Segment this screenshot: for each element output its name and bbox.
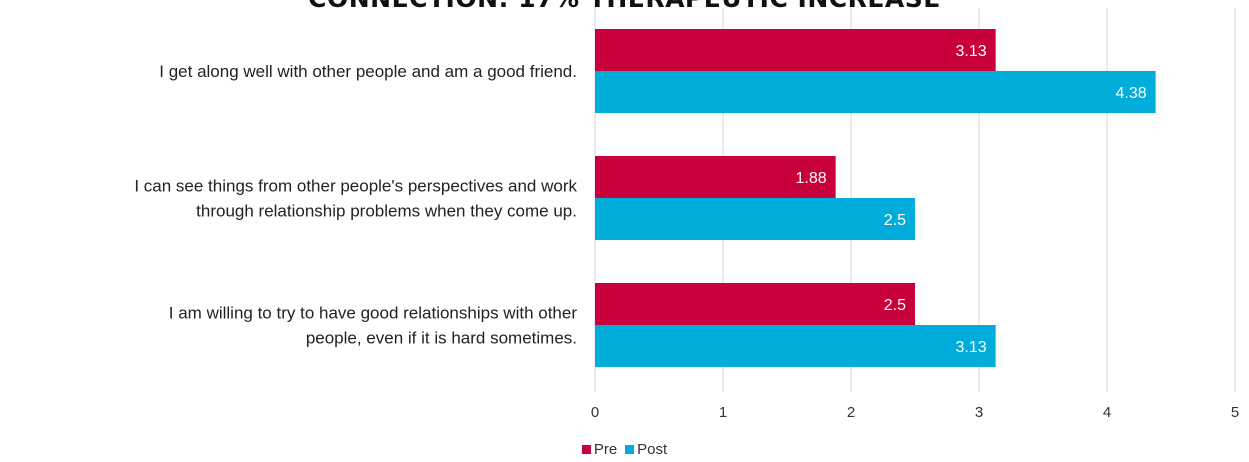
bar-chart: 0 1 2 3 4 5 3.13 4.38 I get along well with othe… bbox=[134, 8, 1239, 421]
data-label: 4.38 bbox=[1115, 85, 1146, 102]
x-tick-label: 2 bbox=[847, 404, 855, 421]
legend: Pre Post bbox=[0, 441, 1249, 458]
x-tick-label: 0 bbox=[591, 404, 599, 421]
x-tick-label: 1 bbox=[719, 404, 727, 421]
data-label: 3.13 bbox=[955, 339, 986, 356]
bar-pre bbox=[595, 156, 836, 198]
legend-label: Post bbox=[637, 441, 668, 458]
x-tick-label: 4 bbox=[1103, 404, 1111, 421]
category-label: I can see things from other people's per… bbox=[134, 177, 577, 196]
data-label: 2.5 bbox=[884, 297, 906, 314]
bar-post bbox=[595, 325, 996, 367]
legend-label: Pre bbox=[593, 441, 618, 458]
x-tick-label: 5 bbox=[1231, 404, 1239, 421]
legend-item-post: Post bbox=[625, 441, 667, 458]
category-label: I am willing to try to have good relatio… bbox=[169, 304, 578, 323]
data-label: 3.13 bbox=[955, 43, 986, 60]
data-label: 2.5 bbox=[884, 212, 906, 229]
category-label: I get along well with other people and a… bbox=[159, 62, 577, 81]
bar-post bbox=[595, 198, 915, 240]
x-tick-label: 3 bbox=[975, 404, 983, 421]
data-label: 1.88 bbox=[795, 170, 826, 187]
category-label: through relationship problems when they … bbox=[196, 202, 577, 221]
bar-pre bbox=[595, 29, 996, 71]
bar-post bbox=[595, 71, 1156, 113]
chart-title: CONNECTION: 17% THERAPEUTIC INCREASE bbox=[0, 0, 1249, 13]
legend-swatch bbox=[625, 445, 635, 454]
legend-item-pre: Pre bbox=[581, 441, 618, 458]
legend-swatch bbox=[581, 445, 591, 454]
bar-pre bbox=[595, 283, 915, 325]
category-label: people, even if it is hard sometimes. bbox=[306, 329, 577, 348]
